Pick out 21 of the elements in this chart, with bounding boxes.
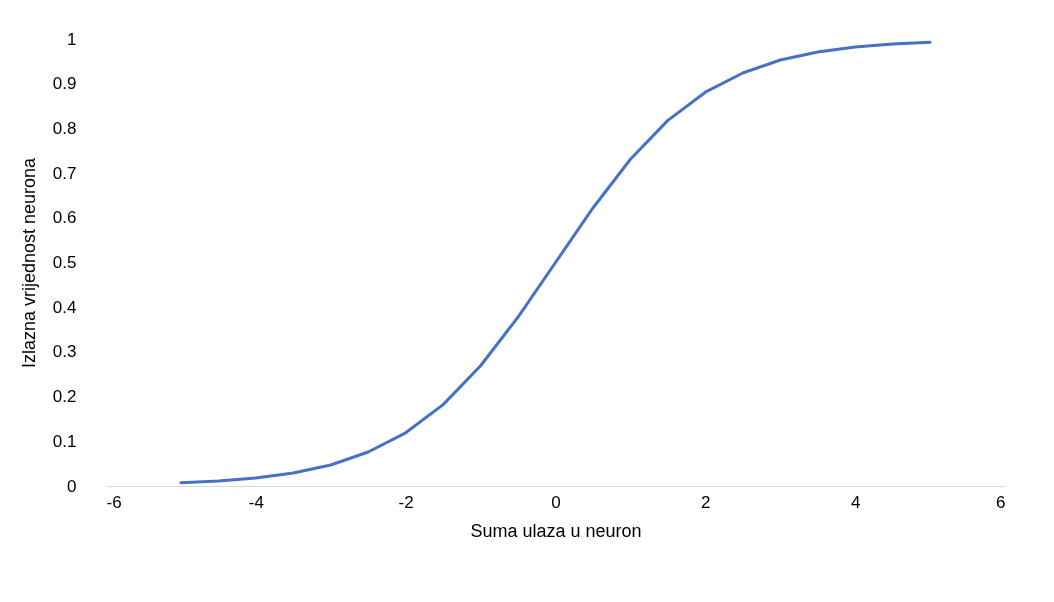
x-tick-label: -2 [398, 492, 414, 512]
x-tick-label: 0 [551, 492, 561, 512]
line-series [179, 40, 932, 485]
y-tick-label: 0.7 [52, 163, 77, 183]
x-tick-label: -6 [106, 492, 122, 512]
y-tick-label: 0.1 [52, 431, 77, 451]
x-tick-label: -4 [248, 492, 264, 512]
x-tick-label: 4 [850, 492, 861, 512]
x-tick-label: 2 [701, 492, 711, 512]
y-tick-label: 0.4 [52, 297, 77, 317]
y-tick-label: 0.9 [52, 74, 77, 94]
y-tick-label: 0.6 [52, 208, 77, 228]
y-tick-label: 0 [67, 476, 77, 496]
x-tick-label: 6 [996, 492, 1006, 512]
y-tick-label: 0.2 [52, 387, 77, 407]
x-axis-title: Suma ulaza u neuron [470, 520, 642, 541]
y-axis-title: Izlazna vrijednost neurona [18, 156, 39, 369]
y-tick-label: 1 [67, 29, 77, 49]
y-tick-label: 0.3 [52, 342, 77, 362]
y-tick-label: 0.5 [52, 253, 77, 272]
y-tick-label: 0.8 [52, 118, 77, 138]
